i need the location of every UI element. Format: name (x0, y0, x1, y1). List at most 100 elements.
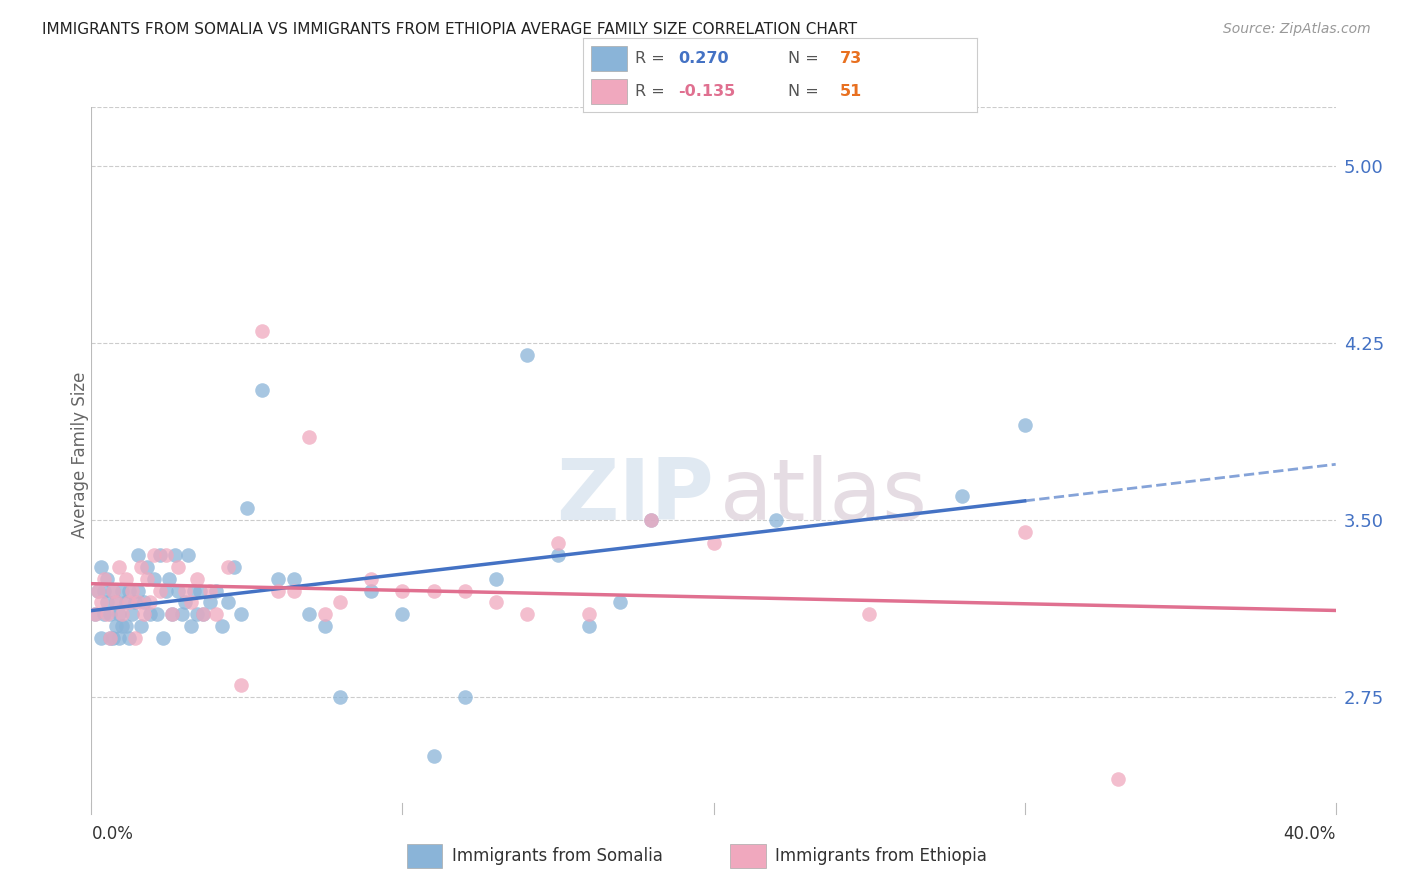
Point (162, 607, 184, 621)
FancyBboxPatch shape (592, 45, 627, 70)
Point (314, 607, 336, 621)
Text: R =: R = (634, 51, 669, 66)
Point (98, 631, 121, 645)
Point (139, 595, 162, 609)
Point (547, 548, 569, 562)
Point (149, 583, 172, 598)
Text: N =: N = (789, 84, 824, 99)
Point (93, 572, 115, 586)
Point (391, 607, 413, 621)
Point (105, 619, 128, 633)
Point (86, 583, 108, 598)
Text: 0.0%: 0.0% (91, 825, 134, 843)
Text: -0.135: -0.135 (678, 84, 735, 99)
Point (1107, 772, 1129, 787)
Point (329, 690, 352, 704)
Point (142, 548, 165, 562)
Point (121, 583, 143, 598)
Point (298, 430, 321, 444)
Text: 40.0%: 40.0% (1284, 825, 1336, 843)
Point (114, 619, 136, 633)
FancyBboxPatch shape (730, 844, 766, 868)
Point (224, 560, 246, 574)
Point (127, 583, 149, 598)
Point (516, 348, 538, 362)
Text: Immigrants from Somalia: Immigrants from Somalia (451, 847, 662, 865)
Point (136, 560, 159, 574)
Point (211, 619, 233, 633)
Point (145, 607, 167, 621)
Point (485, 572, 508, 586)
Point (111, 583, 134, 598)
Point (118, 583, 141, 598)
Point (193, 607, 215, 621)
Point (229, 607, 252, 621)
Point (155, 583, 177, 598)
Point (127, 595, 149, 609)
Point (609, 595, 631, 609)
Point (96, 572, 118, 586)
Point (96, 595, 118, 609)
Point (186, 572, 208, 586)
Point (640, 513, 662, 527)
Point (188, 583, 211, 598)
Point (180, 595, 202, 609)
Point (950, 489, 973, 503)
Point (98, 631, 121, 645)
Point (422, 748, 444, 763)
Point (129, 619, 152, 633)
Text: Source: ZipAtlas.com: Source: ZipAtlas.com (1223, 22, 1371, 37)
Point (485, 595, 508, 609)
Text: 0.270: 0.270 (678, 51, 728, 66)
Point (127, 548, 149, 562)
Point (111, 619, 134, 633)
Point (108, 631, 131, 645)
Point (360, 583, 382, 598)
Point (83, 607, 105, 621)
Point (1014, 524, 1036, 539)
Point (640, 513, 662, 527)
Point (765, 513, 787, 527)
Point (86, 583, 108, 598)
Text: Immigrants from Ethiopia: Immigrants from Ethiopia (775, 847, 987, 865)
Point (136, 572, 159, 586)
Point (205, 607, 228, 621)
Point (134, 595, 156, 609)
Point (114, 595, 136, 609)
Point (360, 572, 382, 586)
Point (142, 572, 165, 586)
Text: atlas: atlas (720, 455, 928, 538)
Point (329, 595, 352, 609)
Point (236, 500, 259, 515)
Point (157, 572, 180, 586)
Text: ZIP: ZIP (555, 455, 713, 538)
Point (283, 572, 305, 586)
Point (139, 607, 162, 621)
Point (101, 631, 124, 645)
Text: R =: R = (634, 84, 669, 99)
Point (93, 607, 115, 621)
Point (134, 607, 156, 621)
Point (149, 548, 172, 562)
Point (129, 560, 152, 574)
Point (121, 607, 143, 621)
Point (516, 607, 538, 621)
Point (83, 607, 105, 621)
Point (90, 595, 112, 609)
Point (124, 631, 146, 645)
Point (252, 324, 274, 338)
Point (167, 583, 190, 598)
Point (1014, 418, 1036, 433)
Point (170, 607, 193, 621)
Point (101, 583, 124, 598)
Point (96, 607, 118, 621)
FancyBboxPatch shape (406, 844, 443, 868)
Point (252, 383, 274, 397)
Point (114, 572, 136, 586)
Point (547, 536, 569, 550)
Point (298, 607, 321, 621)
Point (186, 607, 208, 621)
Point (229, 678, 252, 692)
FancyBboxPatch shape (592, 79, 627, 104)
Text: IMMIGRANTS FROM SOMALIA VS IMMIGRANTS FROM ETHIOPIA AVERAGE FAMILY SIZE CORRELAT: IMMIGRANTS FROM SOMALIA VS IMMIGRANTS FR… (42, 22, 858, 37)
